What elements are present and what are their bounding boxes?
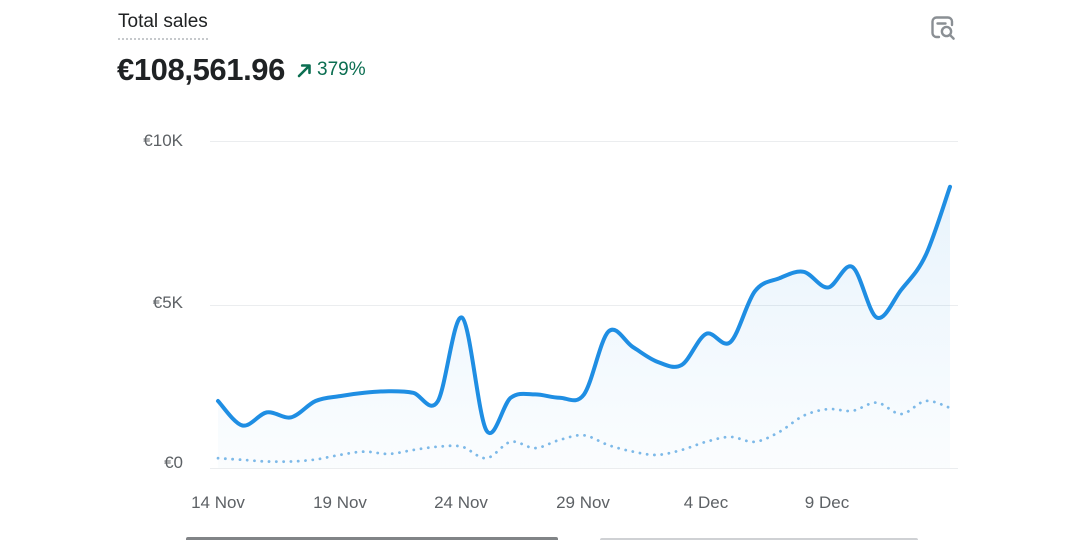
- current-period-line: [216, 184, 952, 435]
- metric-change: 379%: [317, 59, 366, 80]
- x-axis-tick-29nov: 29 Nov: [556, 493, 610, 512]
- current-period-area: [218, 186, 950, 469]
- metric-value-row: €108,561.96 379%: [117, 52, 366, 88]
- x-axis-tick-14nov: 14 Nov: [191, 493, 245, 512]
- cropped-legend-remnant: [600, 538, 918, 540]
- cropped-legend-remnant: [186, 537, 558, 540]
- x-axis-tick-19nov: 19 Nov: [313, 493, 367, 512]
- metric-title[interactable]: Total sales: [118, 10, 208, 40]
- x-axis-tick-4dec: 4 Dec: [683, 493, 729, 512]
- trend-up-arrow-icon: [297, 63, 311, 77]
- y-axis-tick-5k: €5K: [152, 293, 183, 312]
- report-search-icon: [931, 16, 955, 40]
- previous-period-line: [216, 399, 952, 464]
- y-axis-tick-0: €0: [164, 453, 183, 472]
- metric-delta: 379%: [296, 59, 366, 81]
- metric-value: €108,561.96: [117, 52, 285, 87]
- y-axis-tick-10k: €10K: [143, 131, 183, 150]
- x-axis-tick-9dec: 9 Dec: [804, 493, 850, 512]
- view-report-button[interactable]: [924, 9, 962, 47]
- x-axis-tick-24nov: 24 Nov: [434, 493, 488, 512]
